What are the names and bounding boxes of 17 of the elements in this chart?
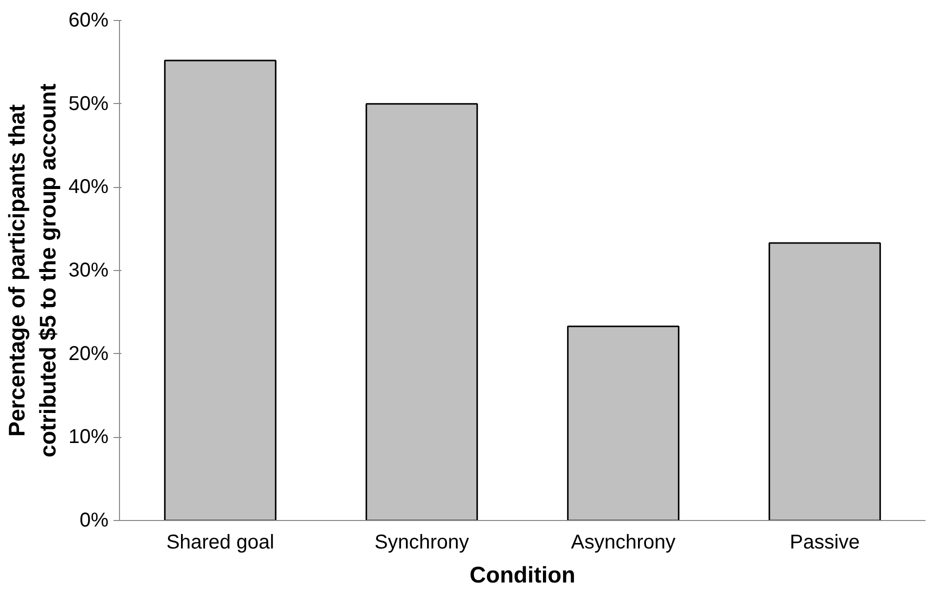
y-tick-label: 40% <box>68 176 109 198</box>
y-tick-label: 30% <box>68 260 109 282</box>
y-tick-label: 20% <box>68 342 109 365</box>
x-tick-label: Asynchrony <box>571 532 676 554</box>
bar <box>567 326 680 520</box>
y-axis-title: Percentage of participants that cotributed $5 to the group account <box>3 83 60 458</box>
y-tick-label: 10% <box>68 426 109 448</box>
y-tick-label: 50% <box>68 92 109 115</box>
y-tick-label: 0% <box>80 510 109 532</box>
y-tick-label: 60% <box>68 10 109 32</box>
bar <box>366 103 478 520</box>
bar <box>768 242 881 520</box>
x-tick-label: Passive <box>790 532 860 554</box>
bar <box>164 60 276 520</box>
x-tick-label: Synchrony <box>374 532 470 554</box>
x-axis-title: Condition <box>470 562 576 588</box>
x-tick-label: Shared goal <box>166 532 274 554</box>
